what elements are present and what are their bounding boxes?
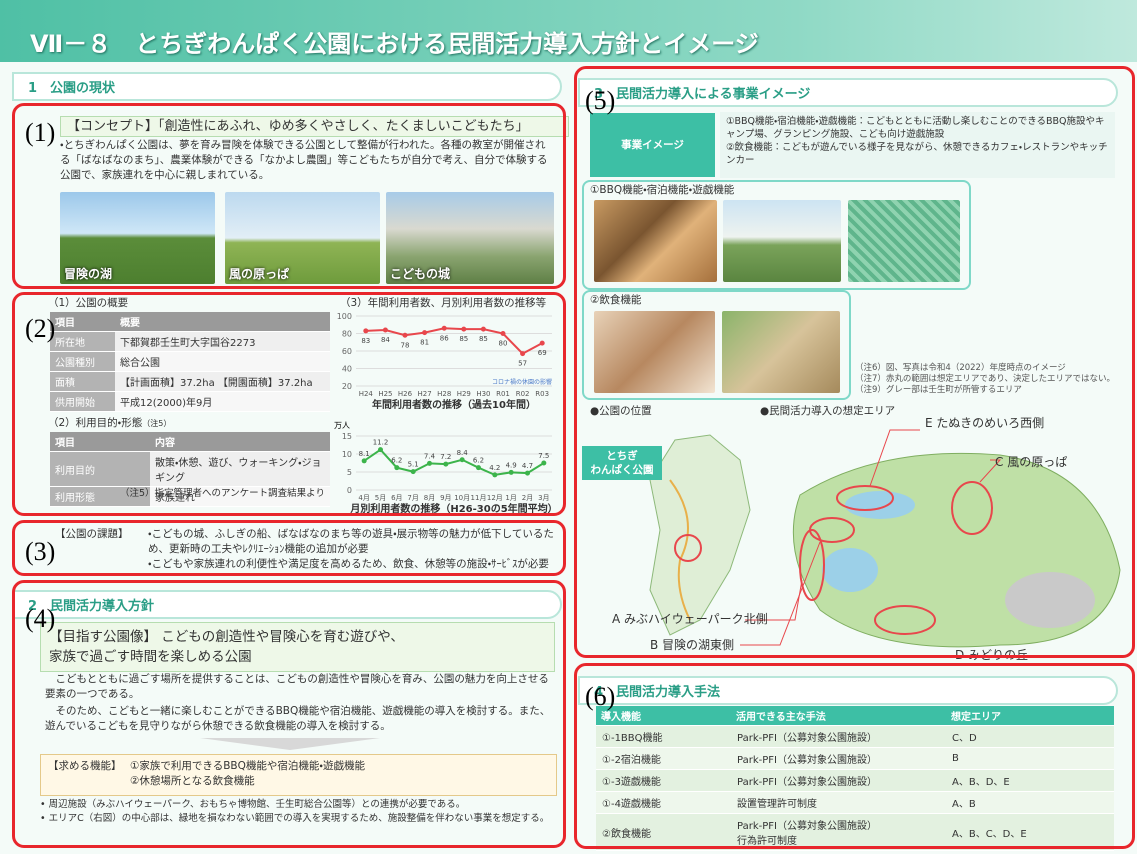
highlight-box [12,292,566,516]
panel-label: (1) [25,118,55,148]
body: Ⅶ－８ とちぎわんぱく公園における民間活力導入方針とイメージ 1 公園の現状 【… [0,0,1137,854]
panel-label: (6) [585,682,615,712]
highlight-box [12,580,566,848]
highlight-box [12,520,566,576]
highlight-box [12,103,566,289]
panel-label: (3) [25,537,55,567]
page: page {"title": "Ⅶ－８ とちぎわんぱく公園における民間活力導入方… [0,0,1137,854]
panel-label: (4) [25,604,55,634]
page-title: Ⅶ－８ とちぎわんぱく公園における民間活力導入方針とイメージ [30,24,759,59]
highlight-box [574,66,1135,658]
page-canvas: Ⅶ－８ とちぎわんぱく公園における民間活力導入方針とイメージ 1 公園の現状 【… [0,0,1137,854]
panel-label: (2) [25,314,55,344]
section-heading: 1 公園の現状 [12,72,562,101]
highlight-box [574,663,1135,849]
panel-label: (5) [585,86,615,116]
